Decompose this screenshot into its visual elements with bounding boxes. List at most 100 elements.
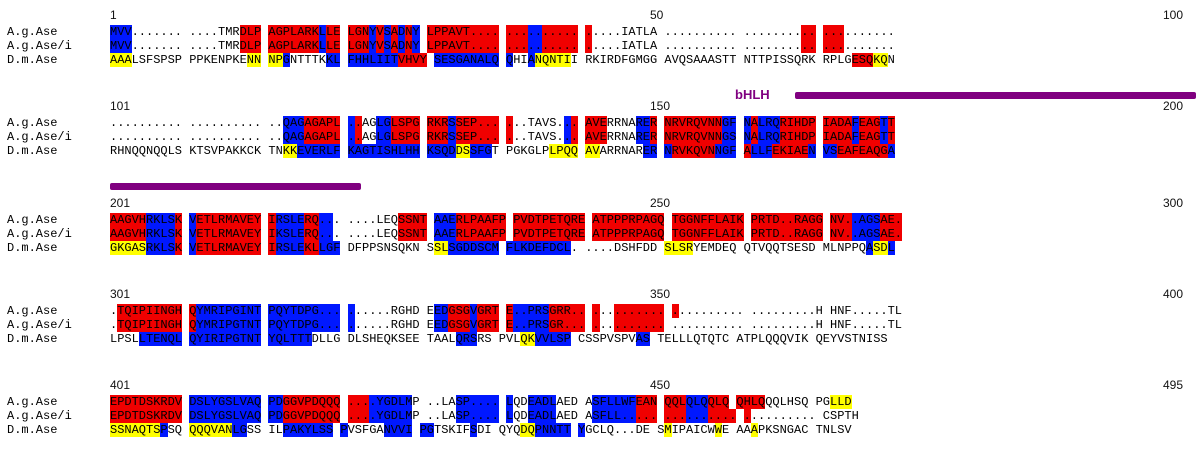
residue: E xyxy=(297,241,305,255)
residue: V xyxy=(174,409,182,423)
residue: N xyxy=(549,423,557,437)
residue: . xyxy=(160,25,168,39)
residue: A xyxy=(441,227,449,241)
residue: T xyxy=(750,241,758,255)
residue: S xyxy=(448,130,456,144)
residue: . xyxy=(830,39,838,53)
residue xyxy=(578,130,585,144)
residue: L xyxy=(110,332,118,346)
residue: L xyxy=(686,332,694,346)
residue: A xyxy=(390,39,398,53)
residue: I xyxy=(671,423,679,437)
residue: H xyxy=(794,116,802,130)
residue: C xyxy=(578,332,586,346)
residue: . xyxy=(153,39,161,53)
residue: S xyxy=(354,423,362,437)
residue: N xyxy=(743,53,751,67)
residue: . xyxy=(621,409,629,423)
residue xyxy=(578,25,585,39)
residue: T xyxy=(743,332,751,346)
residue: N xyxy=(246,53,254,67)
residue: . xyxy=(808,318,816,332)
residue: I xyxy=(786,130,794,144)
residue: . xyxy=(779,213,787,227)
residue: R xyxy=(635,116,643,130)
residue: Q xyxy=(275,318,283,332)
residue: I xyxy=(693,423,701,437)
residue: P xyxy=(117,409,125,423)
residue: G xyxy=(426,423,434,437)
residue: T xyxy=(311,53,319,67)
residue: L xyxy=(549,332,557,346)
residue: . xyxy=(160,116,168,130)
residue: . xyxy=(506,130,514,144)
residue: Q xyxy=(138,144,146,158)
residue: T xyxy=(729,53,737,67)
residue xyxy=(182,304,189,318)
residue: N xyxy=(693,227,701,241)
residue: F xyxy=(333,241,341,255)
residue xyxy=(340,53,347,67)
residue: S xyxy=(225,395,233,409)
residue: K xyxy=(290,144,298,158)
residue: F xyxy=(628,395,636,409)
residue: R xyxy=(484,318,492,332)
residue: G xyxy=(815,213,823,227)
residue: Q xyxy=(131,144,139,158)
residue: . xyxy=(174,25,182,39)
residue: V xyxy=(837,332,845,346)
residue: D xyxy=(275,395,283,409)
residue: A xyxy=(585,130,593,144)
residue xyxy=(182,395,189,409)
residue: P xyxy=(117,395,125,409)
residue: . xyxy=(873,304,881,318)
residue: A xyxy=(290,130,298,144)
residue: . xyxy=(513,304,521,318)
residue: D xyxy=(714,241,722,255)
residue: R xyxy=(484,304,492,318)
residue: K xyxy=(765,423,773,437)
sequence-name: A.g.Ase xyxy=(7,213,58,227)
residue: T xyxy=(714,332,722,346)
residue: . xyxy=(153,116,161,130)
residue: . xyxy=(628,304,636,318)
residue: A xyxy=(246,409,254,423)
residue: . xyxy=(354,318,362,332)
residue: . xyxy=(858,318,866,332)
residue: . xyxy=(722,409,730,423)
residue: . xyxy=(239,116,247,130)
residue: G xyxy=(232,318,240,332)
residue: R xyxy=(563,304,571,318)
residue: . xyxy=(678,318,686,332)
residue: . xyxy=(254,130,262,144)
residue: S xyxy=(592,332,600,346)
residue: K xyxy=(304,241,312,255)
position-ruler-start: 101 xyxy=(110,99,131,113)
residue xyxy=(578,116,585,130)
residue: A xyxy=(110,53,118,67)
residue: . xyxy=(592,241,600,255)
residue: . xyxy=(621,318,629,332)
residue: . xyxy=(138,25,146,39)
residue: . xyxy=(729,25,737,39)
residue: . xyxy=(758,304,766,318)
residue: V xyxy=(786,332,794,346)
residue: . xyxy=(786,39,794,53)
residue: T xyxy=(556,53,564,67)
residue: L xyxy=(599,423,607,437)
residue: . xyxy=(506,25,514,39)
residue: K xyxy=(153,395,161,409)
residue: P xyxy=(304,395,312,409)
residue: S xyxy=(858,53,866,67)
residue: K xyxy=(686,144,694,158)
residue: G xyxy=(398,304,406,318)
residue: . xyxy=(470,409,478,423)
residue: Q xyxy=(189,332,197,346)
residue: V xyxy=(376,25,384,39)
residue: D xyxy=(311,332,319,346)
residue: . xyxy=(880,304,888,318)
residue: S xyxy=(405,213,413,227)
residue: D xyxy=(542,395,550,409)
residue: . xyxy=(520,318,528,332)
residue xyxy=(492,423,499,437)
